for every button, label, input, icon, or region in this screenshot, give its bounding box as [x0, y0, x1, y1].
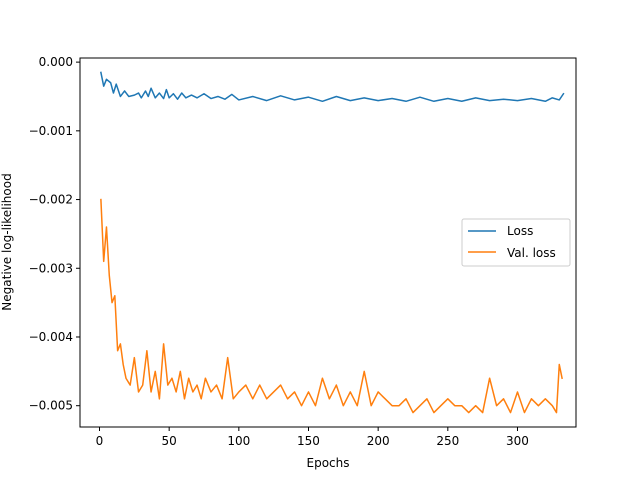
legend-label-loss: Loss — [507, 224, 533, 238]
legend: Loss Val. loss — [461, 218, 571, 267]
x-tick-label: 50 — [162, 434, 177, 448]
x-tick-label: 0 — [96, 434, 104, 448]
x-axis-label: Epochs — [307, 456, 350, 470]
x-tick-label: 250 — [436, 434, 459, 448]
x-tick-label: 300 — [506, 434, 529, 448]
y-axis-ticks: 0.000 −0.001 −0.002 −0.003 −0.004 −0.005 — [29, 55, 80, 413]
legend-label-val-loss: Val. loss — [507, 246, 556, 260]
x-tick-label: 100 — [227, 434, 250, 448]
plot-frame — [79, 57, 577, 428]
series-line-loss — [100, 71, 565, 103]
x-tick-label: 150 — [297, 434, 320, 448]
y-tick-label: −0.004 — [29, 330, 73, 344]
x-tick-label: 200 — [367, 434, 390, 448]
series-layer — [100, 71, 565, 414]
series-line-val-loss — [100, 198, 563, 414]
y-axis-label: Negative log-likelihood — [0, 173, 14, 310]
x-axis-ticks: 0 50 100 150 200 250 300 — [96, 427, 529, 448]
y-tick-label: 0.000 — [39, 55, 73, 69]
y-tick-label: −0.002 — [29, 193, 73, 207]
y-tick-label: −0.005 — [29, 399, 73, 413]
y-tick-label: −0.003 — [29, 261, 73, 275]
y-tick-label: −0.001 — [29, 124, 73, 138]
